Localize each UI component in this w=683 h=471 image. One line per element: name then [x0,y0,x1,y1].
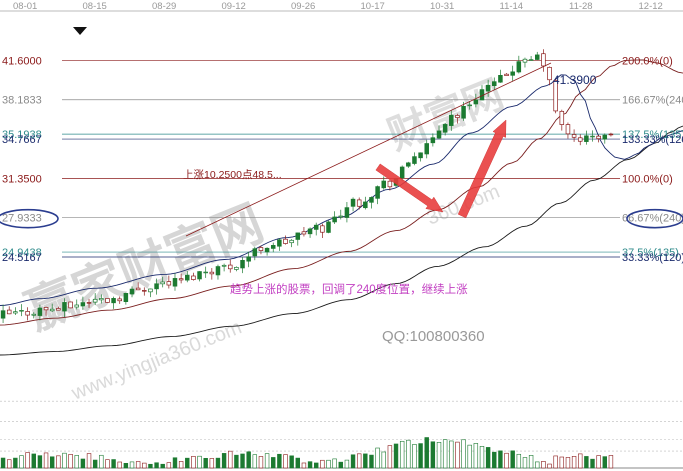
svg-text:41.3900: 41.3900 [553,73,597,87]
svg-text:166.67%(240): 166.67%(240) [622,95,683,107]
svg-text:09-26: 09-26 [291,1,315,12]
svg-text:11-14: 11-14 [500,1,524,12]
svg-text:11-28: 11-28 [569,1,593,12]
svg-text:12-12: 12-12 [639,1,663,12]
svg-text:31.3500: 31.3500 [2,173,42,185]
svg-text:41.6000: 41.6000 [2,55,42,67]
svg-text:10-31: 10-31 [430,1,454,12]
svg-text:08-29: 08-29 [152,1,176,12]
svg-text:38.1833: 38.1833 [2,95,42,107]
svg-text:趋势上涨的股票，回调了240度位置，继续上涨: 趋势上涨的股票，回调了240度位置，继续上涨 [230,282,468,296]
svg-text:QQ:100800360: QQ:100800360 [382,328,485,345]
svg-text:10-17: 10-17 [361,1,385,12]
svg-text:100.0%(0): 100.0%(0) [622,173,673,185]
svg-text:上涨10.2500点48.5...: 上涨10.2500点48.5... [183,169,282,181]
svg-text:09-12: 09-12 [222,1,246,12]
svg-text:27.9333: 27.9333 [2,213,42,225]
svg-text:08-15: 08-15 [83,1,107,12]
svg-text:133.33%(120): 133.33%(120) [622,134,683,146]
svg-text:200.0%(0): 200.0%(0) [622,55,673,67]
svg-text:24.5167: 24.5167 [2,252,42,264]
svg-text:08-01: 08-01 [13,1,37,12]
svg-text:33.33%(120): 33.33%(120) [622,252,683,264]
svg-text:34.7667: 34.7667 [2,134,42,146]
